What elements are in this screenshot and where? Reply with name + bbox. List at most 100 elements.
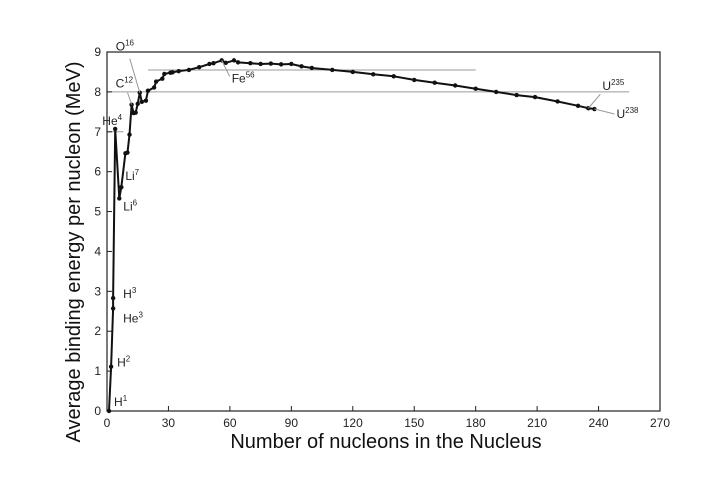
nuclide-symbol: C [116, 77, 125, 91]
annotation-leader [587, 93, 601, 109]
data-point [493, 89, 499, 95]
x-tick-label: 210 [527, 416, 547, 430]
data-point [330, 67, 335, 73]
nuclide-symbol: Fe [232, 71, 246, 85]
nuclide-mass-number: 6 [133, 198, 138, 207]
x-tick-label: 270 [650, 416, 670, 430]
y-tick-labels: 0 1 2 3 4 5 6 7 8 9 [94, 45, 101, 418]
x-tick-label: 180 [466, 416, 486, 430]
data-point [135, 101, 140, 107]
nuclide-symbol: H [117, 356, 126, 370]
data-point [112, 126, 118, 132]
data-point [412, 77, 417, 83]
data-point [532, 94, 538, 100]
x-tick-label: 30 [162, 416, 176, 430]
annotation-leader [594, 108, 615, 115]
nuclide-symbol: H [123, 287, 132, 301]
x-tick-label: 0 [104, 416, 111, 430]
nuclide-symbol: He [123, 311, 139, 325]
nuclide-label: Fe56 [232, 70, 255, 85]
data-point [117, 196, 122, 201]
data-point [143, 98, 149, 103]
nuclide-mass-number: 3 [138, 310, 143, 319]
data-point [162, 71, 167, 77]
nuclide-mass-number: 4 [118, 113, 123, 122]
nuclide-label: U235 [602, 78, 625, 93]
nuclide-symbol: U [602, 79, 611, 93]
y-axis-title: Average binding energy per nucleon (MeV) [63, 62, 85, 443]
nuclide-mass-number: 16 [125, 39, 134, 48]
data-point [309, 65, 315, 71]
data-point [350, 69, 355, 75]
data-point [555, 99, 560, 104]
data-point [151, 85, 157, 90]
y-tick-label: 4 [94, 244, 101, 258]
nuclide-mass-number: 1 [123, 394, 128, 403]
data-point [514, 92, 519, 98]
data-point [289, 61, 294, 67]
data-point [119, 185, 124, 190]
nuclide-mass-number: 12 [124, 76, 133, 85]
data-point [231, 58, 237, 63]
data-point [432, 80, 437, 85]
data-point [153, 79, 159, 84]
x-tick-labels: 0 30 60 90 120 150 180 210 240 270 [104, 416, 671, 430]
x-tick-label: 150 [404, 416, 424, 430]
y-tick-label: 2 [94, 324, 101, 338]
data-point [452, 83, 458, 88]
data-point [186, 67, 192, 73]
data-point [110, 306, 116, 311]
nuclide-mass-number: 7 [135, 168, 140, 177]
y-tick-label: 1 [94, 364, 101, 378]
nuclide-label: Li7 [125, 168, 139, 183]
nuclide-label: He4 [102, 113, 122, 128]
data-point [268, 61, 274, 66]
nuclide-label: H2 [117, 355, 131, 370]
data-point [160, 76, 165, 81]
data-point [106, 408, 112, 414]
nuclide-mass-number: 238 [625, 106, 639, 115]
y-tick-label: 8 [94, 85, 101, 99]
data-point [278, 62, 284, 67]
y-tick-label: 6 [94, 165, 101, 179]
data-point [248, 60, 253, 66]
data-point [133, 110, 138, 115]
y-tick-label: 3 [94, 284, 101, 298]
annotation-leader [221, 60, 231, 77]
data-point [196, 64, 202, 70]
nuclide-symbol: H [114, 395, 123, 409]
x-tick-label: 60 [223, 416, 237, 430]
data-point [139, 99, 145, 105]
nuclide-symbol: Li [125, 169, 134, 183]
nuclide-mass-number: 2 [126, 355, 131, 364]
nuclide-symbol: Li [123, 199, 132, 213]
annotation-leader [129, 58, 141, 93]
data-point [108, 364, 114, 369]
data-point [235, 60, 241, 65]
data-point [575, 103, 581, 109]
data-point [127, 132, 132, 137]
data-point [371, 72, 376, 77]
nuclide-mass-number: 56 [246, 70, 255, 79]
nuclide-symbol: He [102, 114, 118, 128]
x-tick-label: 120 [343, 416, 363, 430]
nuclide-label: C12 [116, 76, 134, 91]
data-point [473, 86, 478, 91]
nuclide-label: O16 [116, 39, 135, 54]
plot-frame [106, 51, 661, 412]
data-point [223, 60, 228, 65]
data-point [258, 61, 263, 67]
data-point [125, 150, 130, 155]
data-points [106, 58, 597, 414]
nuclide-label: H3 [123, 286, 137, 301]
data-point [176, 68, 181, 74]
nuclide-label: H1 [114, 394, 128, 409]
data-point [207, 61, 212, 67]
data-point [211, 60, 216, 66]
x-axis-title: Number of nucleons in the Nucleus [230, 431, 541, 453]
data-point [145, 88, 151, 93]
y-tick-label: 7 [94, 125, 101, 139]
nuclide-label: U238 [616, 106, 639, 121]
